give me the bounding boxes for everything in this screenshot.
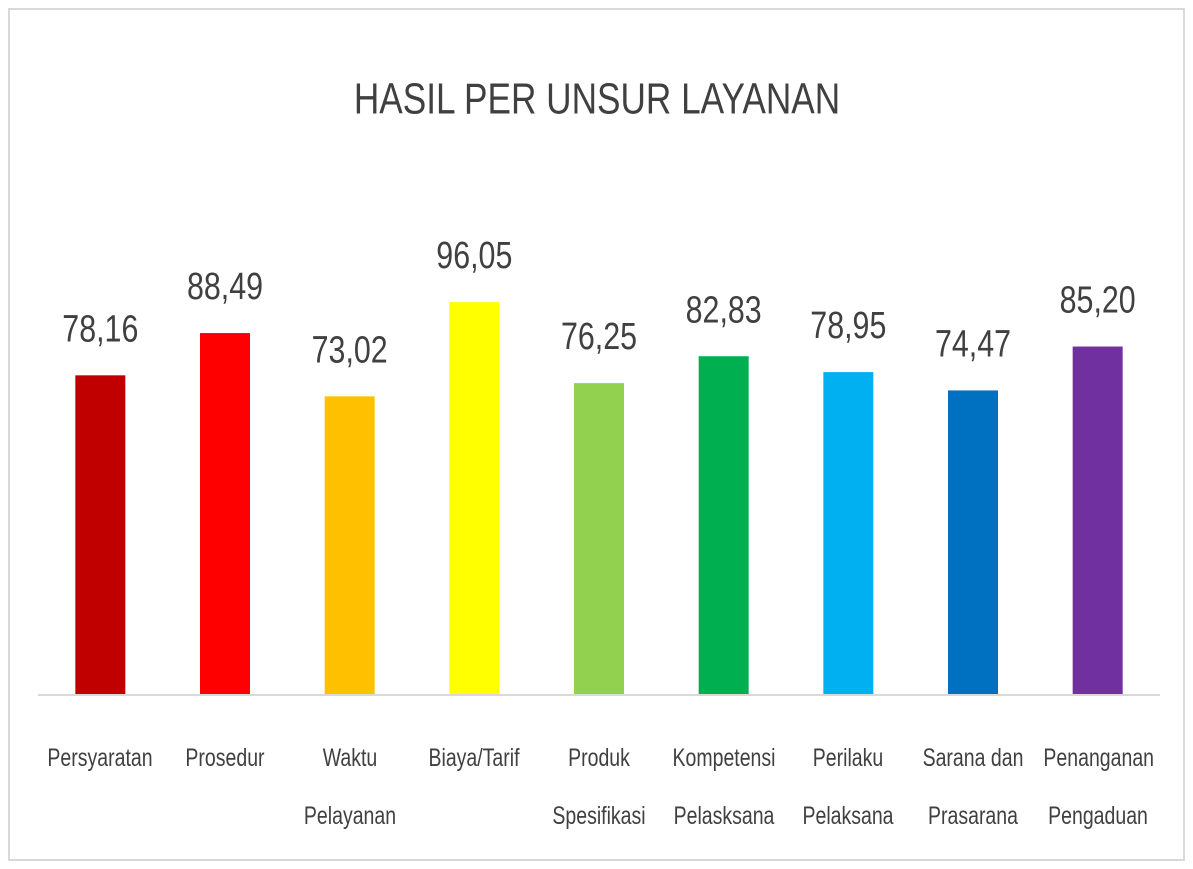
bar [449, 302, 500, 695]
bar [698, 356, 749, 695]
value-label: 78,95 [810, 305, 886, 347]
bar [75, 375, 126, 695]
x-tick-label: Waktu Pelayanan [303, 744, 396, 830]
bar [948, 390, 998, 695]
x-tick-label: Persyaratan [47, 744, 153, 772]
bar [823, 372, 874, 695]
x-tick-label: Produk Spesifikasi [552, 744, 646, 830]
value-label: 85,20 [1060, 279, 1136, 321]
value-label: 73,02 [312, 329, 388, 371]
value-label: 82,83 [686, 289, 762, 331]
bar [200, 333, 250, 695]
x-tick-label: Prosedur [185, 744, 265, 772]
bar [1072, 346, 1123, 695]
x-tick-label: Biaya/Tarif [428, 744, 520, 772]
bar [324, 396, 375, 695]
x-tick-label: Penanganan Pengaduan [1043, 744, 1154, 830]
bar [574, 383, 624, 695]
x-tick-label: Perilaku Pelaksana [802, 744, 894, 830]
value-label: 96,05 [436, 235, 512, 277]
value-label: 78,16 [62, 308, 138, 350]
value-label: 74,47 [935, 323, 1011, 365]
chart-title: HASIL PER UNSUR LAYANAN [354, 75, 840, 124]
value-label: 88,49 [187, 266, 263, 308]
value-label: 76,25 [561, 316, 637, 358]
x-tick-label: Sarana dan Prasarana [922, 744, 1024, 830]
x-tick-label: Kompetensi Pelasksana [672, 744, 776, 830]
